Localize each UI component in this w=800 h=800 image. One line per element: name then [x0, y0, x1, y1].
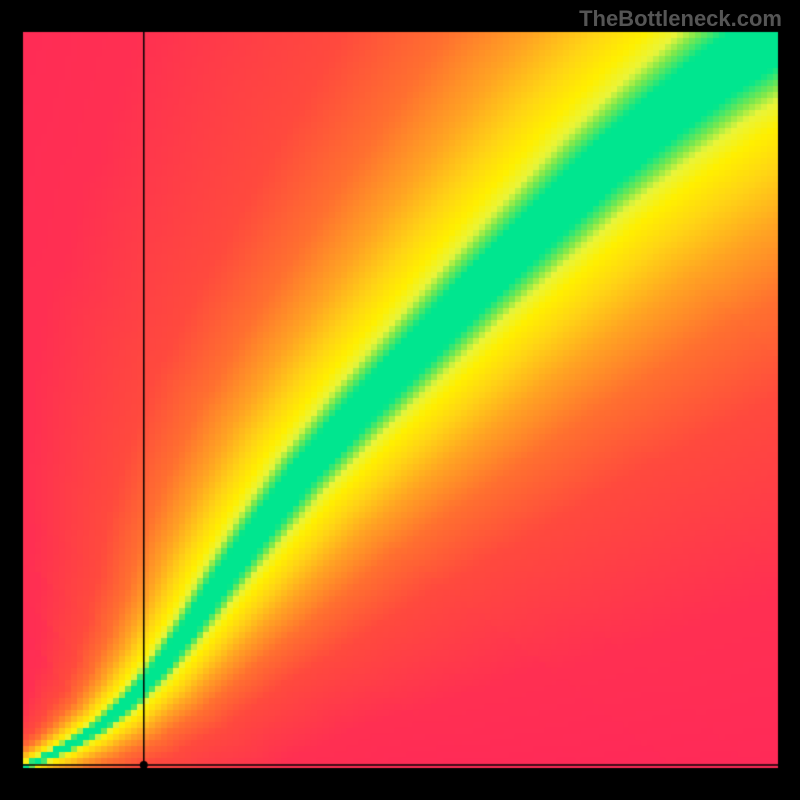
root: TheBottleneck.com — [0, 0, 800, 800]
watermark-text: TheBottleneck.com — [579, 6, 782, 32]
bottleneck-heatmap-canvas — [0, 0, 800, 800]
